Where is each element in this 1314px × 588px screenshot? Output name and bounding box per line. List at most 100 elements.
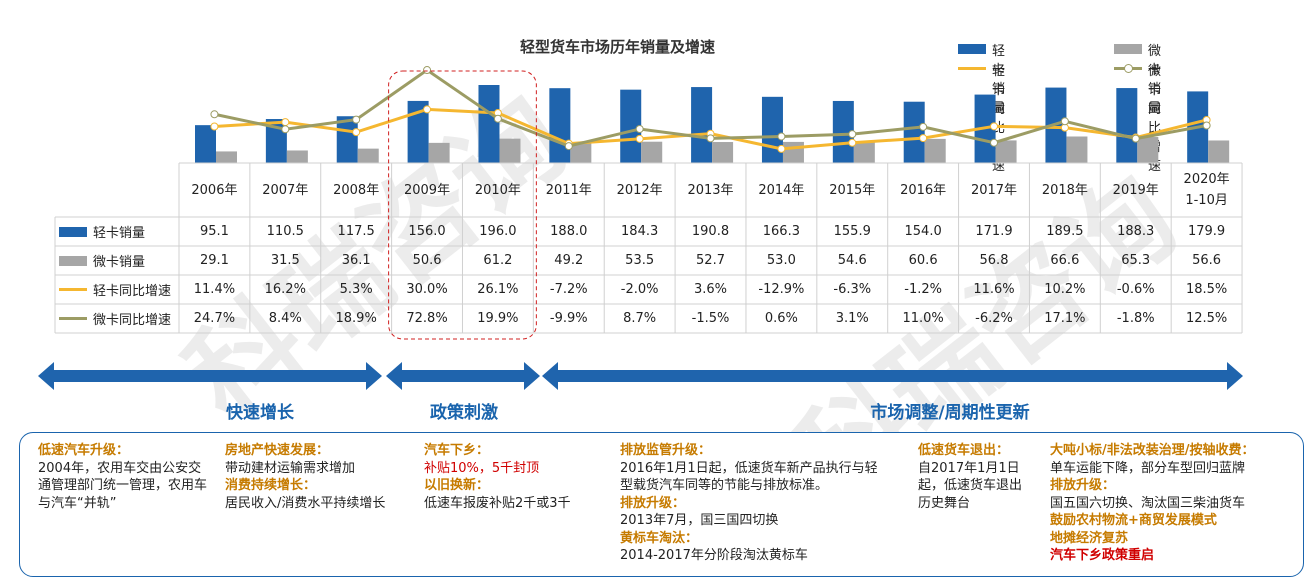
bar-light-sales [549,88,571,163]
tick-label: 2012年 [616,182,663,198]
row-label-text: 轻卡销量 [93,226,146,241]
data-label: 184.3 [621,224,659,239]
point-mini-growth [564,142,573,151]
data-label: 155.9 [833,224,871,239]
point-mini-growth [1060,117,1069,126]
note-heading: 地摊经济复苏 [1050,530,1129,546]
table-header-year: 2008年 [321,163,392,217]
note-heading: 排放监管升级： [620,443,712,458]
bar-light-sales [761,96,783,163]
tick-label: 2008年 [333,182,380,198]
data-label: 50.6 [412,253,442,268]
data-label: 11.4% [193,282,236,297]
legend-label-mini-sales: 微卡销量 [1148,44,1162,116]
phase-arrow-policy-stimulus [386,362,540,390]
note-col-5: 低速货车退出： 自2017年1月1日起，低速货车退出历史舞台 [918,442,1030,512]
data-label: 110.5 [266,224,304,239]
note-heading: 消费持续增长： [225,478,317,493]
note-heading: 低速货车退出： [918,443,1010,458]
bar-mini-sales [641,141,663,163]
note-text: 低速车报废补贴2千或3千 [424,495,571,511]
point-light-growth [777,144,786,153]
data-label: 0.6% [764,311,798,326]
row-label-text: 微卡同比增速 [93,313,172,328]
notes-panel [19,432,1304,577]
note-text: 自2017年1月1日起，低速货车退出历史舞台 [918,460,1023,511]
tick-label: 2020年 [1183,172,1230,187]
data-label: 24.7% [193,311,236,326]
phase-label-fast-growth: 快速增长 [226,403,294,423]
tick-label: 2019年 [1112,182,1159,198]
table-header-year: 2020年 1-10月 [1171,163,1242,217]
data-label: 72.8% [406,311,448,326]
data-label: 29.1 [199,253,229,268]
bar-mini-sales [1066,136,1088,163]
point-light-growth [848,138,857,147]
point-mini-growth [990,138,999,147]
point-light-growth [281,118,290,127]
data-label: 65.3 [1121,253,1151,268]
tick-label: 2009年 [403,182,451,198]
data-label: 12.5% [1185,311,1228,326]
note-heading: 以旧换新： [424,478,490,493]
tick-label: 2016年 [900,182,947,198]
data-label: 5.3% [339,282,373,297]
highlight-box [388,70,537,340]
phase-arrow-market-adjustment [542,362,1243,390]
note-heading: 大吨小标/非法改装治理/按轴收费： [1050,443,1255,458]
point-mini-growth [281,125,290,134]
point-mini-growth [635,124,644,133]
note-heading: 鼓励农村物流+商贸发展模式 [1050,513,1217,528]
note-text: 单车运能下降，部分车型回归蓝牌 [1050,460,1246,476]
data-label: 54.6 [837,253,867,268]
table-row-label: 轻卡销量 [59,217,177,246]
note-text: 居民收入/消费水平持续增长 [225,495,386,511]
point-light-growth [352,128,361,137]
bar-light-sales [903,101,925,163]
bar-light-sales [478,85,500,163]
note-text: 2014-2017年分阶段淘汰黄标车 [620,548,808,563]
row-legend-swatch [59,288,87,291]
data-label: -1.8% [1116,311,1155,326]
row-label-text: 微卡销量 [93,255,146,270]
bar-mini-sales [1208,140,1230,163]
data-label: 16.2% [264,282,306,297]
data-label: 36.1 [341,253,371,268]
bar-light-sales [832,100,854,163]
note-col-2: 房地产快速发展： 带动建材运输需求增加 消费持续增长： 居民收入/消费水平持续增… [225,442,415,512]
bar-light-sales [691,87,713,163]
table-header-year: 2017年 [959,163,1030,217]
data-label: 53.5 [625,253,655,268]
note-text: 带动建材运输需求增加 [225,460,356,476]
legend-label-mini-growth: 微卡同比增速 [1148,64,1162,174]
data-label: 10.2% [1044,282,1086,297]
table-row-label: 轻卡同比增速 [59,275,177,304]
note-text: 汽车下乡政策重启 [1050,548,1155,563]
data-label: -9.9% [549,311,588,326]
tick-label: 2007年 [262,182,309,198]
data-label: 11.6% [973,282,1015,297]
data-label: 52.7 [696,253,725,268]
chart-title: 轻型货车市场历年销量及增速 [520,38,716,56]
data-label: 60.6 [908,253,938,268]
note-text: 补贴10%，5千封顶 [424,460,540,476]
note-text: 2013年7月，国三国四切换 [620,513,779,528]
data-label: 56.8 [979,253,1009,268]
bar-mini-sales [570,143,592,163]
table-header-year: 2007年 [250,163,321,217]
note-col-1: 低速汽车升级： 2004年，农用车交由公安交通管理部门统一管理，农用车与汽车“并… [38,442,214,512]
point-mini-growth [706,134,715,143]
data-label: -7.2% [549,282,588,297]
point-mini-growth [1202,121,1211,130]
data-label: 3.1% [835,311,869,326]
table-header-year: 2011年 [533,163,604,217]
legend-label-light-sales: 轻卡销量 [992,44,1006,116]
data-label: 18.9% [335,311,377,326]
bar-mini-sales [924,138,946,163]
point-mini-growth [423,66,432,75]
point-mini-growth [777,132,786,141]
note-col-3: 汽车下乡： 补贴10%，5千封顶 以旧换新： 低速车报废补贴2千或3千 [424,442,609,512]
data-label: 26.1% [477,282,519,297]
row-legend-swatch [59,226,87,237]
